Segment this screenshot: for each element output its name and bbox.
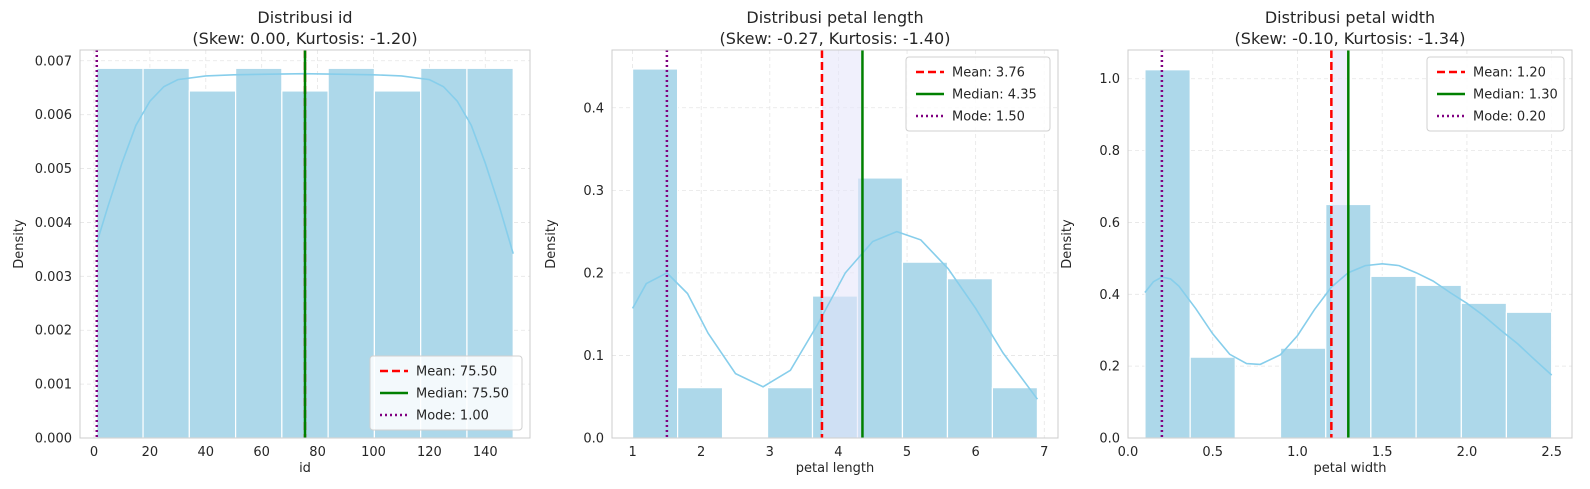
axes-frame: [611, 49, 1059, 439]
legend-mode-label: Mode: 0.20: [1473, 110, 1546, 125]
legend-mean-label: Mean: 1.20: [1473, 66, 1546, 81]
y-tick-label: 0.003: [35, 270, 72, 285]
y-tick-label: 0.4: [583, 101, 604, 116]
legend-median-label: Median: 75.50: [416, 387, 509, 402]
histogram-bar: [188, 90, 237, 439]
mean-median-band: [1331, 50, 1349, 438]
y-tick-label: 0.8: [1099, 144, 1120, 159]
histogram-bar: [991, 387, 1039, 439]
x-tick-label: 0.0: [1118, 445, 1139, 460]
x-tick-label: 40: [198, 445, 215, 460]
x-tick-label: 100: [361, 445, 386, 460]
y-tick-label: 0.004: [35, 216, 72, 231]
x-tick-label: 140: [473, 445, 498, 460]
histogram-bar: [856, 177, 904, 439]
y-axis-label: Density: [1060, 219, 1075, 269]
legend: Mean: 3.76 Median: 4.35 Mode: 1.50: [905, 56, 1051, 132]
x-tick-label: 1.0: [1287, 445, 1308, 460]
axes-frame: [79, 49, 531, 439]
x-tick-label: 0.5: [1202, 445, 1223, 460]
histogram-bar: [96, 67, 144, 439]
x-tick-label: 0: [90, 445, 98, 460]
y-tick-label: 0.0: [583, 432, 604, 447]
histogram-bar: [142, 67, 190, 439]
x-tick-label: 4: [834, 445, 842, 460]
y-tick-label: 0.2: [583, 266, 604, 281]
legend-median-label: Median: 4.35: [952, 88, 1037, 103]
x-tick-label: 2.5: [1541, 445, 1562, 460]
histogram-bar: [1189, 356, 1236, 439]
histogram-bar: [946, 278, 994, 439]
x-tick-label: 1.5: [1372, 445, 1393, 460]
histogram-bar: [1505, 311, 1553, 439]
x-tick-label: 3: [766, 445, 774, 460]
chart-title: Distribusi petal width: [1265, 8, 1435, 27]
legend-mode-label: Mode: 1.00: [416, 409, 489, 424]
y-tick-label: 0.6: [1099, 216, 1120, 231]
x-tick-label: 1: [628, 445, 636, 460]
x-tick-label: 2: [697, 445, 705, 460]
histogram-bar: [901, 261, 949, 439]
y-tick-label: 0.1: [583, 349, 604, 364]
axes-frame: [1127, 49, 1573, 439]
legend-mode-label: Mode: 1.50: [952, 110, 1025, 125]
y-tick-label: 0.000: [35, 432, 72, 447]
y-tick-label: 0.002: [35, 324, 72, 339]
x-tick-label: 20: [142, 445, 159, 460]
chart-title: Distribusi petal length: [746, 8, 923, 27]
y-tick-label: 0.4: [1099, 288, 1120, 303]
chart-panel-3: 0.0 0.5 1.0 1.5 2.0 2.5 0.0 0.2 0.4 0.6 0.8 1.0 Dist…: [1060, 8, 1573, 476]
y-tick-label: 0.3: [583, 184, 604, 199]
x-tick-label: 2.0: [1457, 445, 1478, 460]
chart-subtitle: (Skew: -0.27, Kurtosis: -1.40): [720, 29, 951, 48]
kde-curve: [1144, 262, 1553, 376]
histogram-bar: [1415, 284, 1462, 439]
chart-title: Distribusi id: [257, 8, 352, 27]
x-tick-label: 80: [309, 445, 326, 460]
legend-box: [1426, 56, 1565, 132]
y-tick-label: 0.007: [35, 54, 72, 69]
histogram-bar: [234, 67, 283, 439]
histogram-bar: [676, 387, 724, 439]
x-tick-label: 60: [253, 445, 270, 460]
x-tick-label: 6: [972, 445, 980, 460]
chart-subtitle: (Skew: -0.10, Kurtosis: -1.34): [1235, 29, 1466, 48]
kde-curve: [631, 230, 1039, 400]
histogram-bar: [1144, 69, 1191, 439]
legend-mean-label: Mean: 3.76: [952, 66, 1025, 81]
legend: Mean: 75.50 Median: 75.50 Mode: 1.00: [369, 355, 523, 431]
y-axis-label: Density: [544, 219, 559, 269]
x-tick-label: 5: [903, 445, 911, 460]
mean-median-band: [821, 50, 863, 438]
histogram-bar: [1370, 275, 1417, 439]
legend-box: [905, 56, 1051, 132]
histogram-bar: [631, 68, 679, 439]
histogram-bar: [327, 67, 376, 439]
kde-curve: [96, 72, 514, 254]
histogram-bar: [1460, 302, 1508, 439]
legend-box: [369, 355, 523, 431]
x-axis-label: petal length: [796, 461, 875, 476]
y-tick-label: 0.006: [35, 108, 72, 123]
legend: Mean: 1.20 Median: 1.30 Mode: 0.20: [1426, 56, 1565, 132]
y-tick-label: 0.2: [1099, 360, 1120, 375]
chart-panel-1: 0 20 40 60 80 100 120 140 0.000 0.001 0.002 0.003 0.…: [12, 8, 531, 476]
x-axis-label: id: [299, 461, 311, 476]
y-tick-label: 0.005: [35, 162, 72, 177]
histogram-bar: [1279, 347, 1327, 439]
histogram-bar: [766, 387, 814, 439]
x-axis-label: petal width: [1314, 461, 1387, 476]
y-tick-label: 1.0: [1099, 72, 1120, 87]
y-tick-label: 0.001: [35, 378, 72, 393]
legend-median-label: Median: 1.30: [1473, 88, 1558, 103]
y-axis-label: Density: [12, 219, 27, 269]
chart-subtitle: (Skew: 0.00, Kurtosis: -1.20): [192, 29, 417, 48]
chart-panel-2: 1 2 3 4 5 6 7 0.0 0.1 0.2 0.3 0.4 Distribusi petal l…: [544, 8, 1059, 476]
y-tick-label: 0.0: [1099, 432, 1120, 447]
legend-mean-label: Mean: 75.50: [416, 365, 497, 380]
x-tick-label: 7: [1040, 445, 1048, 460]
x-tick-label: 120: [417, 445, 442, 460]
